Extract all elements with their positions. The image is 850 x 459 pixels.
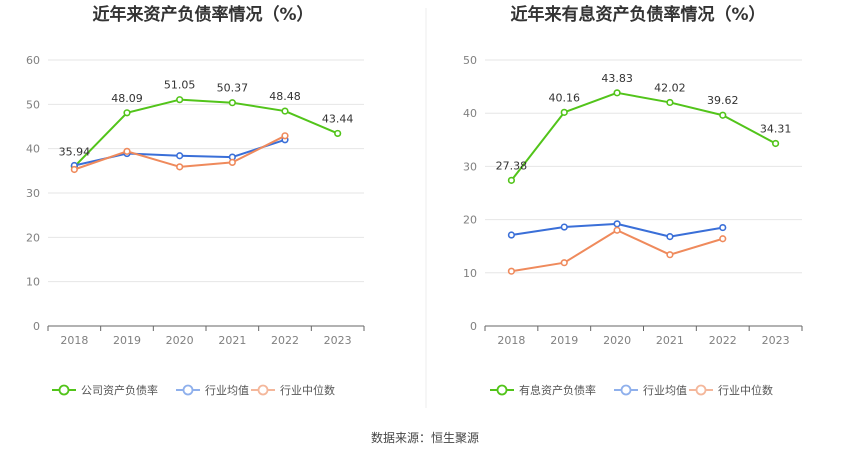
data-point	[507, 267, 516, 275]
data-point	[507, 231, 516, 239]
y-tick-label: 40	[463, 107, 477, 120]
y-tick-label: 10	[463, 267, 477, 280]
x-tick-label: 2023	[762, 334, 790, 347]
y-tick-label: 0	[33, 320, 40, 333]
data-point	[123, 147, 131, 155]
legend-swatch-marker	[257, 384, 269, 396]
x-tick-label: 2021	[656, 334, 684, 347]
data-point	[613, 226, 621, 234]
chart-title: 近年来资产负债率情况（%）	[92, 4, 313, 25]
data-point	[719, 223, 727, 232]
x-tick-label: 2022	[709, 334, 737, 347]
legend-label: 行业中位数	[280, 383, 335, 397]
data-point	[719, 235, 727, 243]
data-point	[228, 99, 236, 107]
legend-swatch-marker	[620, 384, 632, 396]
data-point	[771, 139, 780, 148]
data-label: 39.62	[707, 94, 739, 107]
data-point	[123, 109, 131, 117]
y-tick-label: 60	[26, 54, 40, 67]
legend-swatch-marker	[58, 384, 70, 396]
data-label: 48.48	[269, 90, 301, 103]
series-line	[510, 91, 777, 181]
legend-label: 公司资产负债率	[81, 383, 158, 397]
data-label: 43.44	[322, 112, 354, 125]
chart-panel-debt-ratio: 近年来资产负债率情况（%） 0 10 20 30 40 50 60 2018 2019 2020 20…	[26, 4, 365, 397]
data-point	[613, 220, 621, 228]
x-tick-label: 2021	[218, 334, 246, 347]
data-point	[228, 158, 236, 167]
data-point	[334, 129, 342, 138]
y-tick-label: 30	[26, 187, 40, 200]
legend-label: 行业均值	[205, 384, 249, 397]
legend-swatch-marker	[496, 384, 508, 396]
data-point	[507, 176, 516, 184]
legend-swatch-marker	[182, 384, 194, 396]
y-tick-label: 0	[470, 320, 477, 333]
data-point	[281, 132, 289, 140]
data-point	[176, 152, 184, 160]
data-label: 48.09	[111, 92, 143, 105]
legend-label: 行业中位数	[718, 383, 773, 397]
data-label: 27.38	[496, 159, 528, 172]
y-tick-label: 10	[26, 276, 40, 289]
y-tick-label: 50	[26, 98, 40, 111]
y-tick-label: 30	[463, 160, 477, 173]
y-tick-label: 20	[26, 231, 40, 244]
x-tick-label: 2020	[166, 334, 194, 347]
data-label: 43.83	[601, 72, 633, 85]
data-point	[666, 98, 674, 107]
chart-title: 近年来有息资产负债率情况（%）	[510, 4, 765, 25]
data-point	[281, 107, 289, 115]
y-tick-label: 20	[463, 214, 477, 227]
chart-panel-interest-bearing-debt-ratio: 近年来有息资产负债率情况（%） 0 10 20 30 40 50 2018 2019 2020 20…	[463, 4, 803, 397]
data-source-note: 数据来源：恒生聚源	[371, 430, 479, 445]
data-point	[176, 96, 184, 104]
data-point	[666, 251, 674, 259]
x-tick-label: 2018	[60, 334, 88, 347]
data-point	[613, 89, 621, 97]
legend-label: 行业均值	[643, 384, 687, 397]
series-line	[73, 98, 339, 168]
legend-label: 有息资产负债率	[519, 383, 596, 397]
legend-swatch-marker	[695, 384, 707, 396]
data-point	[70, 165, 78, 174]
y-tick-label: 40	[26, 143, 40, 156]
x-tick-label: 2023	[324, 334, 352, 347]
data-point	[560, 259, 568, 267]
data-point	[176, 163, 184, 171]
data-label: 50.37	[217, 82, 249, 95]
data-point	[666, 233, 674, 241]
x-tick-label: 2022	[271, 334, 299, 347]
data-point	[560, 108, 568, 116]
x-tick-label: 2020	[603, 334, 631, 347]
data-label: 40.16	[549, 91, 581, 104]
data-label: 34.31	[760, 122, 792, 135]
y-tick-label: 50	[463, 54, 477, 67]
series-line	[511, 229, 724, 273]
x-tick-label: 2019	[550, 334, 578, 347]
x-tick-label: 2019	[113, 334, 141, 347]
data-point	[560, 223, 568, 231]
data-label: 42.02	[654, 81, 686, 94]
x-tick-label: 2018	[497, 334, 525, 347]
data-label: 35.94	[59, 146, 91, 159]
data-label: 51.05	[164, 79, 196, 92]
data-point	[719, 111, 727, 119]
